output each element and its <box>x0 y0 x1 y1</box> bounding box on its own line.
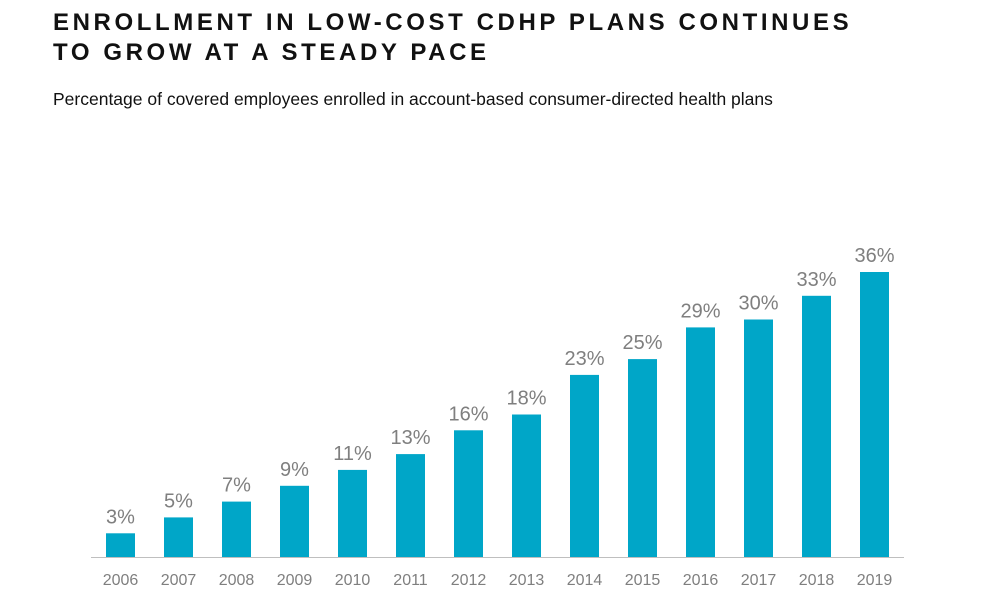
bar-2013 <box>512 414 541 557</box>
data-label-2017: 30% <box>738 293 778 315</box>
bar-2009 <box>280 485 309 558</box>
bar-2011 <box>396 454 425 557</box>
x-tick-label-2008: 2008 <box>219 572 255 589</box>
bar-2019 <box>860 272 889 557</box>
x-tick-label-2007: 2007 <box>161 572 197 589</box>
data-label-2015: 25% <box>622 332 662 354</box>
data-label-2010: 11% <box>333 443 372 465</box>
bar-2010 <box>338 469 367 557</box>
data-label-2019: 36% <box>854 245 894 267</box>
data-label-2009: 9% <box>280 459 309 481</box>
bar-2012 <box>454 430 483 557</box>
data-label-2007: 5% <box>164 490 193 512</box>
data-label-2006: 3% <box>106 506 135 528</box>
x-tick-label-2019: 2019 <box>857 572 893 589</box>
bar-2015 <box>628 359 657 557</box>
bar-2006 <box>106 533 135 558</box>
data-label-2018: 33% <box>796 269 836 291</box>
bar-2014 <box>570 374 599 557</box>
data-label-2008: 7% <box>222 475 251 497</box>
data-label-2014: 23% <box>564 348 604 370</box>
bar-2008 <box>222 501 251 557</box>
bar-2016 <box>686 327 715 557</box>
x-tick-label-2010: 2010 <box>335 572 371 589</box>
data-label-2012: 16% <box>448 403 488 425</box>
x-tick-label-2015: 2015 <box>625 572 661 589</box>
x-tick-label-2018: 2018 <box>799 572 835 589</box>
chart-title-line-1: ENROLLMENT IN LOW-COST CDHP PLANS CONTIN… <box>53 9 853 36</box>
x-tick-label-group: 2006 2007 2008 2009 2010 2011 2012 2013 2014 2015… <box>103 572 893 589</box>
x-tick-label-2011: 2011 <box>393 572 428 589</box>
x-tick-label-2012: 2012 <box>451 572 487 589</box>
x-tick-label-2009: 2009 <box>277 572 313 589</box>
x-tick-label-2006: 2006 <box>103 572 139 589</box>
chart-title: ENROLLMENT IN LOW-COST CDHP PLANS CONTIN… <box>53 8 993 68</box>
chart-title-line-2: TO GROW AT A STEADY PACE <box>53 39 490 66</box>
x-tick-label-2014: 2014 <box>567 572 603 589</box>
data-label-2011: 13% <box>390 427 430 449</box>
bar-2017 <box>744 319 773 557</box>
data-label-2016: 29% <box>680 300 720 322</box>
data-label-group: 3% 5% 7% 9% 11% 13% 16% 18% 23% 25% 29% 30% 33% 36% <box>106 245 895 528</box>
chart-subtitle: Percentage of covered employees enrolled… <box>53 89 773 109</box>
x-tick-label-2013: 2013 <box>509 572 545 589</box>
x-tick-label-2016: 2016 <box>683 572 719 589</box>
bar-2018 <box>802 295 831 558</box>
x-tick-label-2017: 2017 <box>741 572 777 589</box>
bar-2007 <box>164 517 193 557</box>
data-label-2013: 18% <box>506 388 546 410</box>
bar-group <box>106 272 889 558</box>
